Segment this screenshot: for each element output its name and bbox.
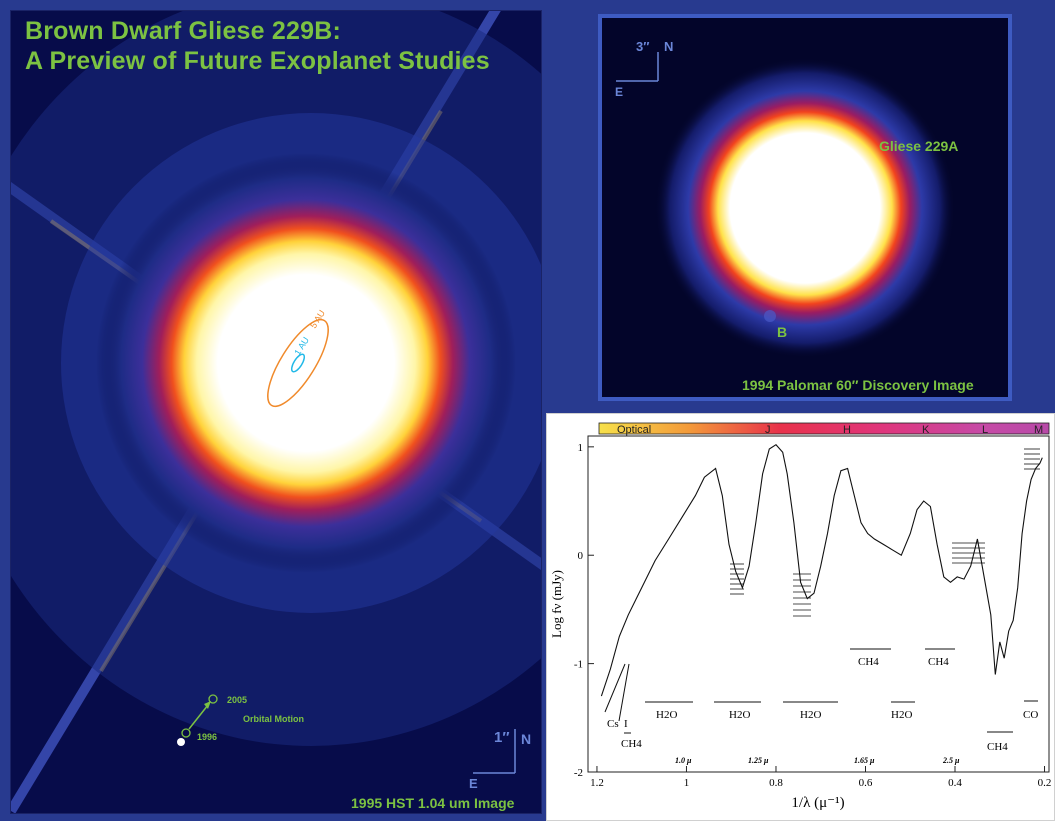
palomar-east-label: E bbox=[615, 85, 623, 99]
hst-image-panel: 1 AU 5 AU 2005 1996 Orbital Motion 1″ N … bbox=[10, 10, 542, 814]
motion-1996-label: 1996 bbox=[197, 732, 217, 742]
orbital-motion-marker bbox=[177, 694, 218, 746]
feature-ch4-b-label: CH4 bbox=[858, 656, 879, 668]
x-tick-label: 0.2 bbox=[1038, 777, 1052, 789]
feature-bars bbox=[604, 648, 1038, 734]
x-tick-label: 1.2 bbox=[590, 777, 604, 789]
feature-ch4-a-label: CH4 bbox=[621, 738, 642, 750]
spectrum-chart: Optical J H K L M -2 -1 0 1 1.2 1 0.8 0.6 0.4 0.… bbox=[549, 422, 1051, 811]
band-h-label: H bbox=[843, 424, 851, 436]
palomar-image-graphic: 3″ N E Gliese 229A B 1994 Palomar 60″ Di… bbox=[615, 39, 974, 393]
star-core bbox=[96, 153, 516, 573]
x-tick-label: 0.6 bbox=[859, 777, 873, 789]
band-k-label: K bbox=[922, 424, 930, 436]
feature-h2o-c-label: H2O bbox=[800, 709, 821, 721]
orbital-motion-label: Orbital Motion bbox=[243, 714, 304, 724]
hst-image-graphic: 1 AU 5 AU 2005 1996 Orbital Motion 1″ N … bbox=[11, 11, 541, 813]
scale-1arcsec-label: 1″ bbox=[494, 729, 510, 746]
palomar-north-label: N bbox=[664, 39, 673, 54]
band-l-label: L bbox=[982, 424, 988, 436]
feature-i-label: I bbox=[624, 718, 628, 730]
band-optical-label: Optical bbox=[617, 424, 651, 436]
feature-h2o-a-label: H2O bbox=[656, 709, 677, 721]
band-m-label: M bbox=[1034, 424, 1043, 436]
palomar-scale-label: 3″ bbox=[636, 39, 649, 54]
compass-rose bbox=[473, 729, 516, 774]
gliese-229a-star bbox=[655, 58, 955, 358]
x-tick-label: 1 bbox=[684, 777, 690, 789]
band-color-bar bbox=[598, 422, 1050, 435]
feature-ch4-d-label: CH4 bbox=[987, 741, 1008, 753]
y-axis-label: Log fν (mJy) bbox=[549, 570, 564, 638]
wavelength-1-label: 1.0 μ bbox=[675, 756, 692, 765]
orbit-ellipses bbox=[267, 318, 329, 408]
feature-ch4-c-label: CH4 bbox=[928, 656, 949, 668]
title-line-2: A Preview of Future Exoplanet Studies bbox=[25, 47, 490, 75]
east-label: E bbox=[469, 776, 478, 791]
wavelength-3-label: 1.65 μ bbox=[854, 756, 875, 765]
feature-cs-label: Cs bbox=[607, 718, 619, 730]
hst-caption: 1995 HST 1.04 um Image bbox=[351, 795, 515, 811]
y-tick-label: -1 bbox=[574, 659, 583, 671]
band-j-label: J bbox=[765, 424, 771, 436]
feature-h2o-d-label: H2O bbox=[891, 709, 912, 721]
spectrum-chart-panel: Optical J H K L M -2 -1 0 1 1.2 1 0.8 0.6 0.4 0.… bbox=[546, 413, 1055, 821]
wavelength-4-label: 2.5 μ bbox=[942, 756, 960, 765]
x-axis-label: 1/λ (μ⁻¹) bbox=[791, 795, 844, 811]
feature-h2o-b-label: H2O bbox=[729, 709, 750, 721]
y-tick-label: -2 bbox=[574, 767, 583, 779]
feature-co-label: CO bbox=[1023, 709, 1038, 721]
plot-frame bbox=[587, 435, 1050, 773]
x-tick-label: 0.4 bbox=[948, 777, 962, 789]
y-axis-ticks: -2 -1 0 1 bbox=[574, 442, 594, 779]
x-axis-ticks: 1.2 1 0.8 0.6 0.4 0.2 bbox=[590, 766, 1051, 789]
spectrum-line bbox=[600, 443, 1043, 697]
x-tick-label: 0.8 bbox=[769, 777, 783, 789]
companion-b-label: B bbox=[777, 324, 787, 340]
north-label: N bbox=[521, 731, 531, 747]
wavelength-2-label: 1.25 μ bbox=[748, 756, 769, 765]
y-tick-label: 1 bbox=[578, 442, 584, 454]
title-line-1: Brown Dwarf Gliese 229B: bbox=[25, 17, 342, 45]
motion-2005-label: 2005 bbox=[227, 695, 247, 705]
palomar-compass bbox=[616, 52, 659, 82]
y-tick-label: 0 bbox=[578, 550, 584, 562]
gliese-229a-label: Gliese 229A bbox=[879, 138, 958, 154]
palomar-image-panel: 3″ N E Gliese 229A B 1994 Palomar 60″ Di… bbox=[598, 14, 1012, 401]
palomar-caption: 1994 Palomar 60″ Discovery Image bbox=[742, 377, 974, 393]
gliese-229b-spot bbox=[764, 310, 776, 322]
error-hatching bbox=[730, 448, 1040, 617]
